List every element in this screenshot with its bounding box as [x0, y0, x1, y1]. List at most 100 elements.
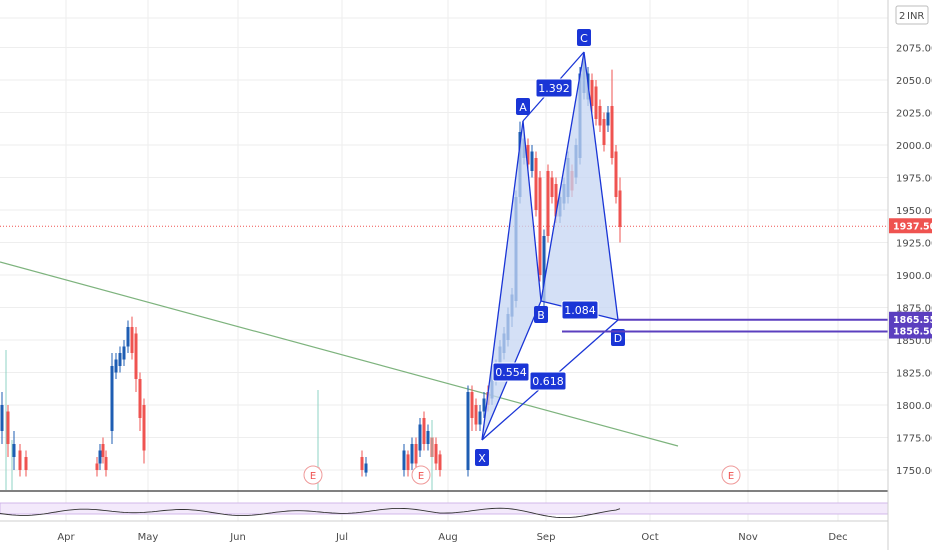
pattern-point-x[interactable]: X	[475, 449, 489, 466]
month-label: Apr	[57, 532, 75, 543]
candle-body	[418, 424, 422, 451]
earnings-marker[interactable]: E	[411, 465, 431, 485]
candle-body	[414, 444, 418, 464]
pattern-point-d[interactable]: D	[611, 329, 625, 346]
candle-body	[364, 463, 368, 473]
svg-text:A: A	[519, 101, 527, 114]
candle-body	[426, 431, 430, 444]
pattern-leg	[522, 120, 542, 302]
candle-body	[0, 405, 4, 431]
pattern-point-c[interactable]: C	[577, 29, 591, 46]
price-tick-label: 1925.00	[896, 239, 932, 250]
price-tick-label: 1850.00	[896, 336, 932, 347]
candle-body	[466, 392, 470, 470]
pattern-leg	[583, 51, 619, 321]
currency-label[interactable]: INR	[907, 11, 924, 22]
month-label: Sep	[537, 532, 556, 543]
pattern-leg	[481, 120, 524, 441]
candle-body	[546, 171, 550, 236]
candle-body	[130, 327, 134, 353]
pattern-point-a[interactable]: A	[516, 98, 530, 115]
month-label: Dec	[828, 532, 847, 543]
price-tick-label: 1875.00	[896, 304, 932, 315]
candle-body	[538, 177, 542, 275]
earnings-marker[interactable]: E	[721, 465, 741, 485]
price-tick-label: 2025.00	[896, 109, 932, 120]
candle-body	[110, 366, 114, 431]
candle-body	[104, 457, 108, 470]
svg-text:1865.55: 1865.55	[893, 315, 932, 326]
level-lines[interactable]	[562, 318, 888, 333]
month-label: Jul	[335, 532, 348, 543]
price-tick-label: 2075.00	[896, 44, 932, 55]
pattern-point-b[interactable]: B	[534, 306, 548, 323]
month-label: Jun	[229, 532, 246, 543]
candle-body	[614, 151, 618, 197]
indicator-line	[0, 507, 621, 519]
svg-text:E: E	[310, 471, 316, 482]
svg-text:0.554: 0.554	[495, 366, 527, 379]
price-tick-label: 2000.00	[896, 141, 932, 152]
candle-body	[434, 444, 438, 464]
candle-body	[470, 392, 474, 418]
candle-body	[402, 450, 406, 470]
trendline[interactable]	[0, 261, 679, 447]
candle-body	[590, 80, 594, 106]
candle-body	[526, 145, 530, 165]
pattern-ratio-label[interactable]: 1.392	[535, 78, 573, 98]
price-label: 1865.55	[889, 311, 932, 327]
price-tick-label: 1975.00	[896, 174, 932, 185]
svg-text:1856.50: 1856.50	[893, 327, 932, 338]
svg-text:1937.50: 1937.50	[893, 221, 932, 232]
pattern-triangle-bcd	[541, 52, 618, 320]
price-tick-label: 1800.00	[896, 401, 932, 412]
candle-body	[474, 405, 478, 425]
price-tick-label: 1950.00	[896, 206, 932, 217]
candle-body	[478, 411, 482, 425]
candle-body	[618, 190, 622, 227]
candle-body	[118, 353, 122, 366]
earnings-marker[interactable]: E	[303, 465, 323, 485]
candle-body	[6, 411, 10, 444]
svg-text:C: C	[580, 32, 588, 45]
candle-body	[422, 418, 426, 444]
candle-body	[406, 454, 410, 470]
candle-body	[122, 346, 126, 360]
candle-body	[606, 112, 610, 126]
pattern-ratio-label[interactable]: 0.554	[492, 362, 530, 382]
candle-body	[138, 379, 142, 418]
month-label: Aug	[438, 532, 458, 543]
svg-text:1.392: 1.392	[538, 82, 570, 95]
svg-text:0.618: 0.618	[532, 375, 564, 388]
svg-text:B: B	[537, 309, 545, 322]
candle-body	[410, 444, 414, 464]
candle-body	[438, 454, 442, 470]
price-label: 1856.50	[889, 323, 932, 339]
candle-body	[24, 457, 28, 470]
harmonic-pattern[interactable]: X A B C D 1.392 0.554 1.084 0.618	[475, 29, 625, 466]
price-tick-label: 1750.00	[896, 466, 932, 477]
candle-body	[594, 86, 598, 119]
price-axis[interactable]: 1750.00 1775.00 1800.00 1825.00 1850.00 1875.…	[887, 0, 932, 550]
svg-text:E: E	[728, 471, 734, 482]
grid	[0, 0, 888, 521]
price-tick-label: 1900.00	[896, 271, 932, 282]
svg-text:E: E	[418, 471, 424, 482]
candle-body	[134, 333, 138, 379]
pattern-ratio-label[interactable]: 1.084	[561, 300, 599, 320]
candle-body	[95, 463, 99, 470]
candle-body	[610, 106, 614, 158]
time-axis[interactable]: Apr May Jun Jul Aug Sep Oct Nov Dec	[57, 532, 847, 543]
candle-body	[542, 236, 546, 301]
pattern-ratio-label[interactable]: 0.618	[529, 371, 567, 391]
candle-body	[554, 184, 558, 217]
candle-body	[142, 405, 146, 451]
candle-body	[12, 444, 16, 457]
candle-body	[114, 359, 118, 373]
month-label: Nov	[738, 532, 758, 543]
candle-body	[550, 177, 554, 197]
price-tick-label: 2050.00	[896, 76, 932, 87]
